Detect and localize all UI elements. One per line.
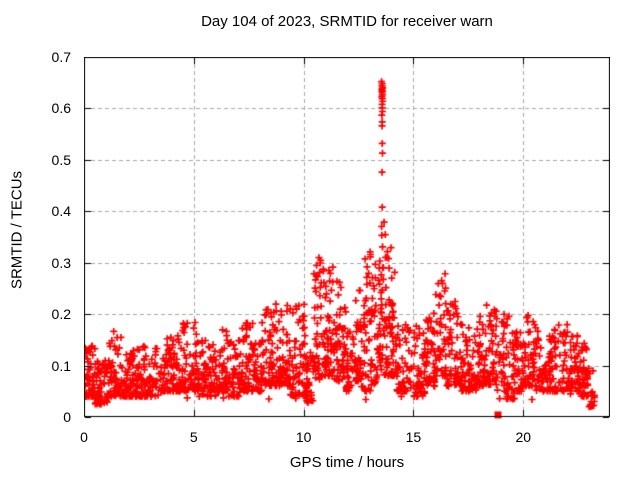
plot-area-canvas [84,57,610,422]
x-tick-label: 10 [295,429,312,445]
y-tick-label: 0.2 [51,306,71,323]
y-tick-label: 0.5 [51,151,71,168]
y-tick-label: 0.1 [51,357,71,374]
x-tick-label: 15 [405,429,422,445]
y-tick-label: 0.6 [51,100,71,117]
x-tick-label: 5 [189,429,198,445]
y-tick-label: 0.7 [51,49,71,65]
y-axis-title-text: SRMTID / TECUs [8,170,26,290]
chart-title: Day 104 of 2023, SRMTID for receiver war… [201,13,493,30]
x-tick-label: 0 [80,429,88,445]
x-axis-title: GPS time / hours [289,454,405,471]
y-tick-label: 0.3 [51,254,71,271]
y-tick-label: 0.4 [51,203,71,220]
x-tick-label: 20 [515,429,532,445]
y-tick-label: 0 [63,409,71,425]
